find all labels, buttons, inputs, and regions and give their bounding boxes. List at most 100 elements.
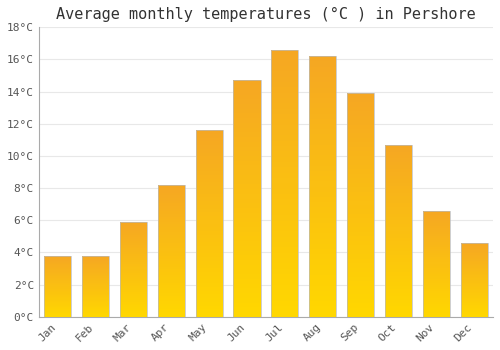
Bar [234, 123, 260, 128]
Bar [271, 66, 298, 71]
Bar [460, 298, 488, 299]
Bar [271, 125, 298, 130]
Bar [44, 291, 72, 292]
Bar [120, 228, 147, 230]
Bar [120, 270, 147, 271]
Bar [120, 230, 147, 231]
Bar [120, 290, 147, 292]
Bar [309, 192, 336, 197]
Bar [44, 301, 72, 302]
Bar [460, 296, 488, 297]
Bar [234, 198, 260, 203]
Bar [44, 312, 72, 313]
Bar [422, 298, 450, 300]
Bar [460, 252, 488, 253]
Bar [82, 290, 109, 291]
Bar [309, 98, 336, 103]
Bar [385, 268, 412, 272]
Bar [271, 274, 298, 279]
Bar [234, 184, 260, 189]
Bar [347, 241, 374, 245]
Bar [347, 259, 374, 263]
Bar [158, 261, 185, 264]
Bar [158, 275, 185, 277]
Bar [271, 231, 298, 237]
Bar [120, 222, 147, 317]
Bar [82, 256, 109, 257]
Bar [196, 261, 223, 265]
Bar [196, 175, 223, 179]
Bar [385, 307, 412, 310]
Bar [422, 310, 450, 313]
Bar [385, 159, 412, 162]
Bar [385, 227, 412, 231]
Bar [271, 220, 298, 226]
Bar [422, 293, 450, 295]
Bar [309, 233, 336, 239]
Bar [309, 296, 336, 301]
Bar [309, 207, 336, 212]
Bar [234, 246, 260, 251]
Bar [271, 61, 298, 66]
Bar [196, 209, 223, 212]
Bar [120, 248, 147, 250]
Bar [196, 186, 223, 190]
Bar [460, 265, 488, 266]
Bar [44, 309, 72, 311]
Bar [158, 259, 185, 261]
Bar [271, 199, 298, 205]
Bar [385, 262, 412, 265]
Bar [460, 302, 488, 303]
Bar [44, 294, 72, 295]
Bar [120, 286, 147, 288]
Bar [460, 278, 488, 280]
Bar [158, 224, 185, 227]
Bar [422, 306, 450, 308]
Bar [196, 231, 223, 235]
Bar [196, 309, 223, 313]
Bar [422, 243, 450, 245]
Bar [44, 256, 72, 317]
Bar [271, 173, 298, 178]
Bar [82, 262, 109, 263]
Bar [234, 80, 260, 85]
Bar [158, 264, 185, 267]
Bar [271, 50, 298, 317]
Bar [234, 284, 260, 288]
Bar [120, 246, 147, 248]
Bar [196, 235, 223, 238]
Bar [460, 290, 488, 292]
Bar [460, 262, 488, 264]
Bar [385, 152, 412, 155]
Bar [385, 176, 412, 179]
Bar [44, 258, 72, 259]
Bar [385, 148, 412, 152]
Bar [309, 259, 336, 265]
Bar [309, 166, 336, 171]
Bar [234, 142, 260, 147]
Bar [309, 187, 336, 192]
Bar [422, 295, 450, 298]
Bar [385, 169, 412, 172]
Bar [385, 279, 412, 282]
Bar [196, 276, 223, 280]
Bar [44, 311, 72, 312]
Bar [234, 213, 260, 217]
Bar [347, 107, 374, 111]
Bar [44, 260, 72, 262]
Bar [347, 223, 374, 228]
Bar [158, 314, 185, 317]
Bar [309, 145, 336, 150]
Bar [44, 306, 72, 307]
Bar [309, 176, 336, 181]
Bar [158, 312, 185, 314]
Bar [234, 137, 260, 142]
Bar [44, 279, 72, 280]
Bar [271, 167, 298, 173]
Bar [309, 108, 336, 113]
Bar [309, 181, 336, 187]
Bar [347, 98, 374, 102]
Bar [309, 77, 336, 82]
Bar [460, 244, 488, 246]
Bar [309, 286, 336, 291]
